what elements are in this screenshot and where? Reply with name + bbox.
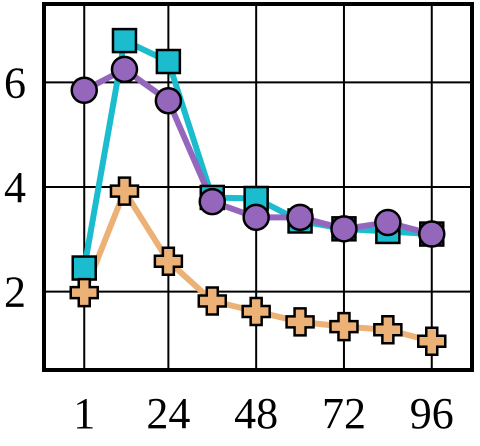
y-tick-label: 2 xyxy=(4,268,26,317)
y-tick-label: 6 xyxy=(4,58,26,107)
x-tick-label: 96 xyxy=(410,389,454,438)
plus-marker xyxy=(69,277,99,308)
circle-marker xyxy=(418,220,446,248)
square-marker xyxy=(155,48,182,75)
circle-marker xyxy=(330,215,358,243)
x-tick-label: 24 xyxy=(146,389,190,438)
circle-marker xyxy=(70,76,98,105)
plus-marker xyxy=(329,311,359,342)
plus-marker xyxy=(417,326,447,356)
plus-marker xyxy=(109,176,140,206)
circle-marker xyxy=(242,203,270,232)
plus-marker xyxy=(197,286,228,316)
square-marker xyxy=(111,27,138,54)
plus-marker xyxy=(285,307,315,337)
circle-marker xyxy=(198,187,227,216)
x-tick-label: 1 xyxy=(73,389,95,438)
x-tick-label: 48 xyxy=(234,389,278,438)
x-tick-label: 72 xyxy=(322,389,366,438)
square-marker xyxy=(71,255,97,281)
circle-marker xyxy=(286,203,314,232)
circle-marker xyxy=(374,208,402,237)
plus-marker xyxy=(153,246,184,276)
plot-frame xyxy=(42,2,474,372)
markers-group xyxy=(69,27,447,356)
y-tick-label: 4 xyxy=(4,163,26,212)
circle-marker xyxy=(154,86,183,115)
plus-marker xyxy=(373,314,403,345)
plus-marker xyxy=(241,296,271,327)
circle-marker xyxy=(110,55,139,84)
